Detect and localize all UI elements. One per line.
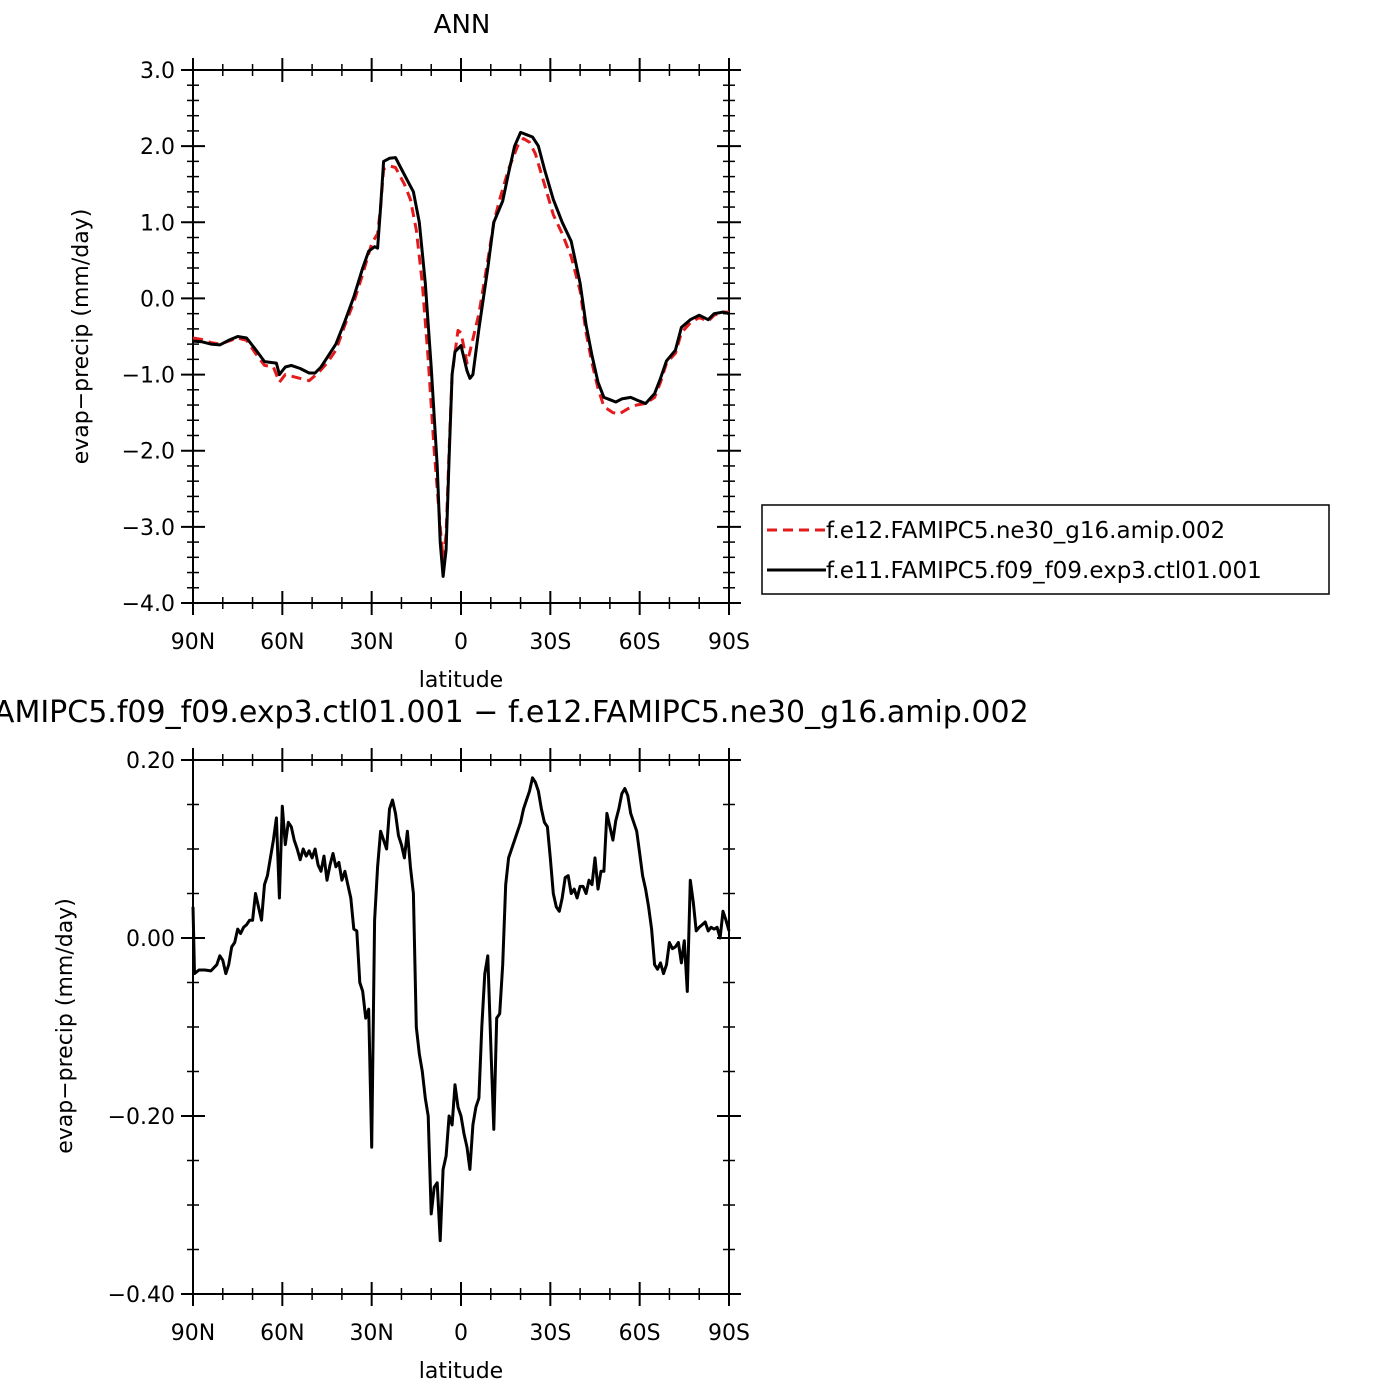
top-y-tick-label: −4.0 [122,592,175,617]
bottom-x-tick-label: 0 [454,1321,468,1346]
bottom-y-tick-label: 0.00 [126,927,175,952]
bottom-x-tick-label: 90N [171,1321,215,1346]
top-x-axis-label: latitude [419,668,503,693]
bottom-chart-title: f.e11.FAMIPC5.f09_f09.exp3.ctl01.001 − f… [0,695,1029,730]
bottom-x-tick-label: 90S [708,1321,750,1346]
top-series-line-1 [192,137,729,561]
bottom-series-line-1 [191,776,731,1243]
legend: f.e12.FAMIPC5.ne30_g16.amip.002 f.e11.FAM… [761,504,1330,595]
top-y-tick-label: 2.0 [140,135,175,160]
top-y-tick-label: −3.0 [122,516,175,541]
legend-label-1: f.e12.FAMIPC5.ne30_g16.amip.002 [826,518,1225,544]
bottom-x-axis-label: latitude [419,1359,503,1384]
top-y-tick-label: −1.0 [122,364,175,389]
top-x-tick-label: 60N [260,630,304,655]
bottom-x-tick-label: 60S [619,1321,661,1346]
top-x-tick-label: 30N [349,630,393,655]
top-y-tick-label: 0.0 [140,287,175,312]
bottom-x-tick-label: 30N [349,1321,393,1346]
legend-label-2: f.e11.FAMIPC5.f09_f09.exp3.ctl01.001 [826,558,1262,584]
top-chart-title: ANN [434,10,491,40]
top-y-axis-label: evap−precip (mm/day) [69,209,94,465]
top-x-tick-label: 30S [529,630,571,655]
top-y-tick-label: 3.0 [140,59,175,84]
top-series-line-2 [192,130,730,578]
top-y-tick-label: −2.0 [122,440,175,465]
bottom-y-tick-label: −0.20 [108,1105,175,1130]
bottom-y-axis-label: evap−precip (mm/day) [53,898,78,1154]
top-y-tick-label: 1.0 [140,211,175,236]
top-x-tick-label: 90S [708,630,750,655]
top-panel: ANN evap−precip (mm/day) latitude −4.0 −3… [69,10,750,693]
top-x-tick-label: 90N [171,630,215,655]
bottom-panel: f.e11.FAMIPC5.f09_f09.exp3.ctl01.001 − f… [0,695,1029,1384]
bottom-y-tick-label: 0.20 [126,749,175,774]
top-x-tick-label: 60S [619,630,661,655]
bottom-x-tick-label: 30S [529,1321,571,1346]
top-plot-frame [192,69,730,604]
top-x-tick-label: 0 [454,630,468,655]
bottom-y-tick-label: −0.40 [108,1283,175,1308]
legend-box [761,504,1330,595]
bottom-x-tick-label: 60N [260,1321,304,1346]
